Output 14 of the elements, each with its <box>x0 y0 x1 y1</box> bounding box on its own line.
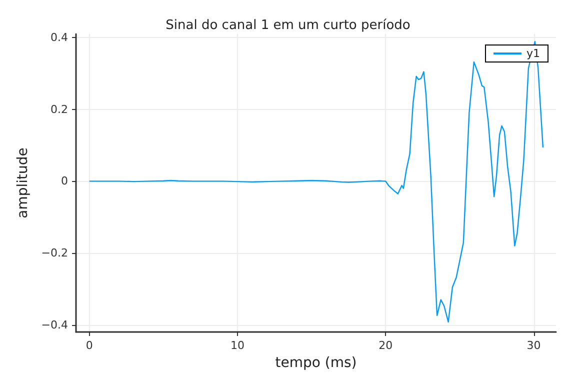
legend-label: y1 <box>526 47 540 60</box>
x-axis-title: tempo (ms) <box>275 354 357 371</box>
x-tick-label: 10 <box>230 339 244 352</box>
line-series <box>88 40 544 323</box>
y-axis-title: amplitude <box>15 148 31 218</box>
y-tick-label: 0 <box>61 174 68 188</box>
y-tick-label: 0.4 <box>50 31 68 44</box>
x-tick-label: 30 <box>526 339 541 352</box>
chart-title: Sinal do canal 1 em um curto período <box>166 18 410 33</box>
y-tick-label: −0.4 <box>41 318 68 332</box>
x-tick-label: 20 <box>378 339 393 352</box>
y-tick-label: 0.2 <box>50 102 68 116</box>
y-tick-label: −0.2 <box>41 246 68 260</box>
x-tick-label: 0 <box>86 339 93 352</box>
